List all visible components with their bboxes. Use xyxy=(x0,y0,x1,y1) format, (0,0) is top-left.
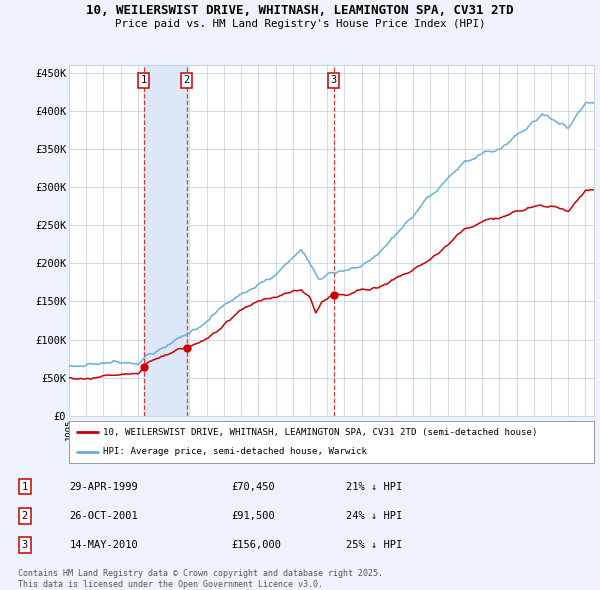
Text: 1: 1 xyxy=(22,481,28,491)
Text: 25% ↓ HPI: 25% ↓ HPI xyxy=(346,540,403,550)
Text: Price paid vs. HM Land Registry's House Price Index (HPI): Price paid vs. HM Land Registry's House … xyxy=(115,19,485,29)
Text: 10, WEILERSWIST DRIVE, WHITNASH, LEAMINGTON SPA, CV31 2TD: 10, WEILERSWIST DRIVE, WHITNASH, LEAMING… xyxy=(86,4,514,17)
Text: 10, WEILERSWIST DRIVE, WHITNASH, LEAMINGTON SPA, CV31 2TD (semi-detached house): 10, WEILERSWIST DRIVE, WHITNASH, LEAMING… xyxy=(103,428,538,437)
Text: £156,000: £156,000 xyxy=(231,540,281,550)
Text: HPI: Average price, semi-detached house, Warwick: HPI: Average price, semi-detached house,… xyxy=(103,447,367,456)
Text: 24% ↓ HPI: 24% ↓ HPI xyxy=(346,511,403,521)
Text: 3: 3 xyxy=(22,540,28,550)
Text: 21% ↓ HPI: 21% ↓ HPI xyxy=(346,481,403,491)
Text: Contains HM Land Registry data © Crown copyright and database right 2025.
This d: Contains HM Land Registry data © Crown c… xyxy=(18,569,383,589)
Bar xyxy=(143,65,187,416)
Text: 29-APR-1999: 29-APR-1999 xyxy=(70,481,139,491)
Text: 26-OCT-2001: 26-OCT-2001 xyxy=(70,511,139,521)
Text: £91,500: £91,500 xyxy=(231,511,275,521)
Text: £70,450: £70,450 xyxy=(231,481,275,491)
Text: 14-MAY-2010: 14-MAY-2010 xyxy=(70,540,139,550)
Text: 2: 2 xyxy=(22,511,28,521)
Text: 2: 2 xyxy=(184,76,190,86)
Text: 1: 1 xyxy=(140,76,146,86)
Text: 3: 3 xyxy=(331,76,337,86)
